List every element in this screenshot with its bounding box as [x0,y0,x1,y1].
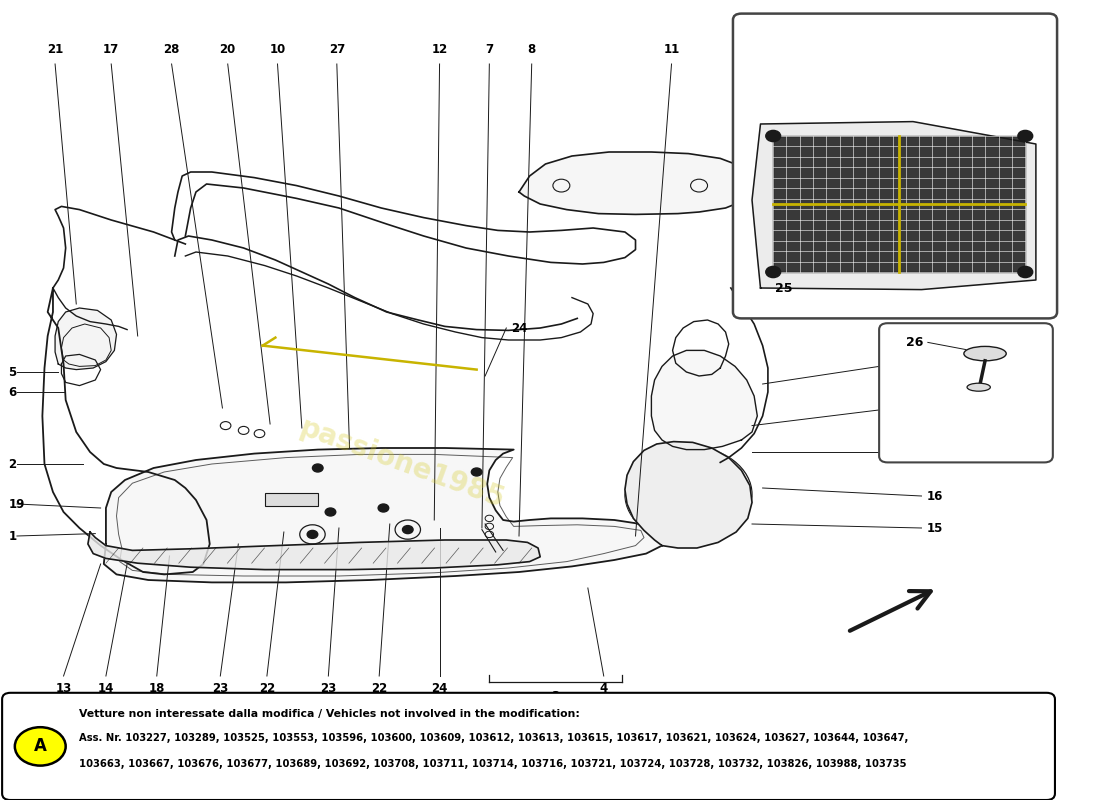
Polygon shape [752,122,1036,290]
Text: 16: 16 [927,490,943,502]
Text: A: A [34,738,46,755]
Bar [773,136,1025,272]
FancyBboxPatch shape [879,323,1053,462]
Polygon shape [55,308,117,370]
Polygon shape [88,532,540,570]
Text: 21: 21 [47,43,63,56]
FancyBboxPatch shape [733,14,1057,318]
Circle shape [378,504,388,512]
Circle shape [471,468,482,476]
Text: 25: 25 [776,282,793,294]
Ellipse shape [964,346,1007,361]
Text: Vetture non interessate dalla modifica / Vehicles not involved in the modificati: Vetture non interessate dalla modifica /… [79,709,581,718]
FancyBboxPatch shape [2,693,1055,800]
Polygon shape [519,152,752,214]
Text: 8: 8 [528,43,536,56]
Text: 2: 2 [9,458,16,470]
Text: Ass. Nr. 103227, 103289, 103525, 103553, 103596, 103600, 103609, 103612, 103613,: Ass. Nr. 103227, 103289, 103525, 103553,… [79,733,909,743]
Text: 28: 28 [164,43,179,56]
Text: 24: 24 [512,322,528,334]
Text: passione1985: passione1985 [296,414,509,514]
Circle shape [1018,130,1033,142]
Text: 7: 7 [485,43,494,56]
Text: 9: 9 [900,358,909,370]
Polygon shape [651,350,757,450]
Text: 19: 19 [9,498,25,510]
Text: 20: 20 [220,43,235,56]
Ellipse shape [967,383,990,391]
Text: 5: 5 [9,366,16,378]
Text: 24: 24 [431,682,448,695]
Text: 23: 23 [212,682,229,695]
Text: 17: 17 [103,43,119,56]
Text: 26: 26 [905,336,923,349]
Circle shape [1018,266,1033,278]
Text: 12: 12 [431,43,448,56]
Text: 23: 23 [320,682,337,695]
Text: 3: 3 [551,690,560,702]
Text: 22: 22 [258,682,275,695]
Text: 15: 15 [927,522,943,534]
Text: 27: 27 [900,402,916,414]
Circle shape [766,130,781,142]
Text: 10: 10 [270,43,286,56]
Text: 6: 6 [9,386,16,398]
Circle shape [307,530,318,538]
Circle shape [326,508,336,516]
Circle shape [14,727,66,766]
Text: 11: 11 [663,43,680,56]
Text: 103663, 103667, 103676, 103677, 103689, 103692, 103708, 103711, 103714, 103716, : 103663, 103667, 103676, 103677, 103689, … [79,758,906,769]
Text: 18: 18 [148,682,165,695]
Text: 27: 27 [329,43,345,56]
Text: 14: 14 [98,682,114,695]
Circle shape [766,266,781,278]
Text: 13: 13 [55,682,72,695]
Circle shape [403,526,414,534]
Text: 1: 1 [9,530,16,542]
Text: 22: 22 [371,682,387,695]
Text: 20: 20 [900,446,916,458]
Polygon shape [103,448,662,582]
Circle shape [312,464,323,472]
Bar [265,493,318,506]
Polygon shape [625,442,752,548]
Text: 4: 4 [600,682,608,695]
